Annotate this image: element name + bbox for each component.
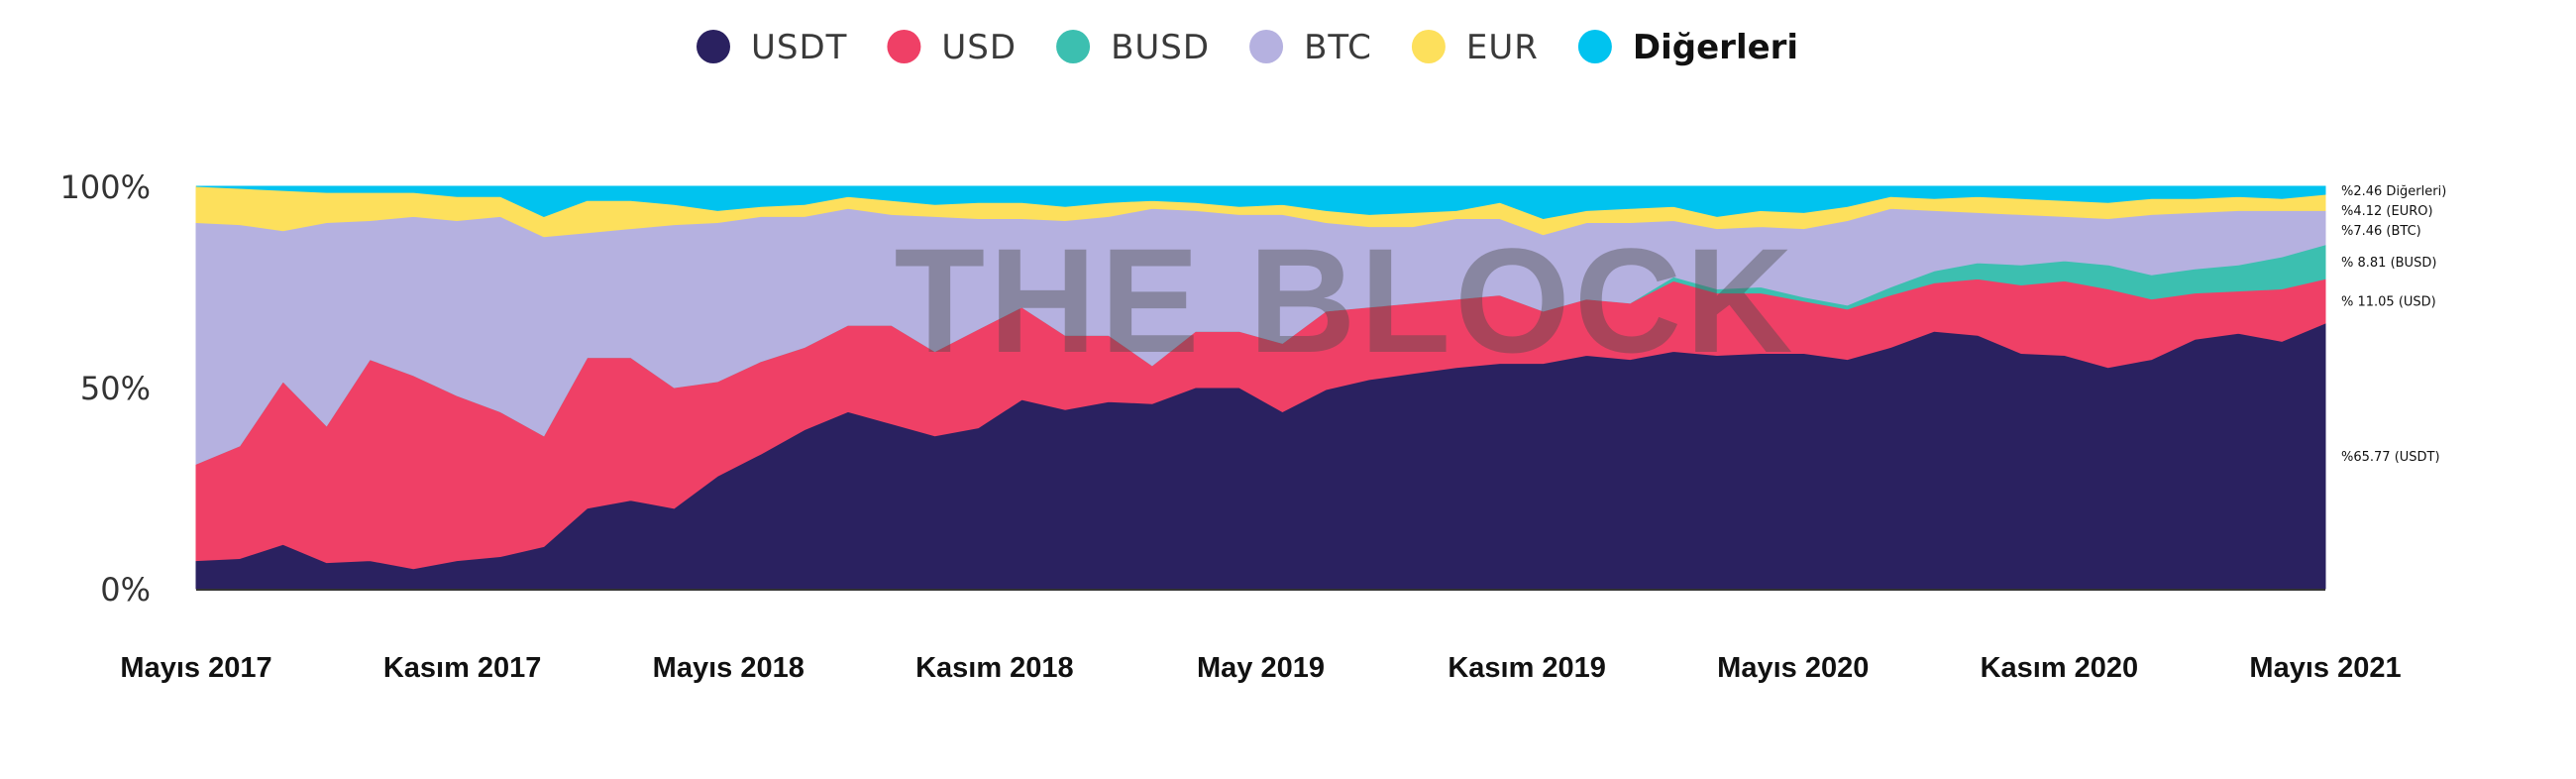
plot-area bbox=[195, 185, 2326, 590]
end-label-usd: % 11.05 (USD) bbox=[2341, 295, 2436, 310]
legend-swatch bbox=[1411, 30, 1446, 63]
legend-label: USDT bbox=[751, 28, 847, 67]
legend-label: EUR bbox=[1466, 28, 1539, 67]
end-label-usdt: %65.77 (USDT) bbox=[2341, 450, 2440, 465]
x-tick-label: Kasım 2018 bbox=[915, 652, 1074, 684]
x-tick-label: Kasım 2017 bbox=[383, 652, 542, 684]
end-label-btc: %7.46 (BTC) bbox=[2341, 224, 2421, 239]
y-axis: 0% 50% 100% bbox=[60, 168, 151, 609]
watermark-text: THE BLOCK bbox=[895, 217, 1797, 384]
legend-label: BUSD bbox=[1111, 28, 1210, 67]
x-tick-label: Mayıs 2021 bbox=[2249, 652, 2401, 684]
x-axis: Mayıs 2017 Kasım 2017 Mayıs 2018 Kasım 2018… bbox=[120, 652, 2401, 684]
legend-item-digerleri: Diğerleri bbox=[1577, 28, 1798, 67]
x-tick-label: Mayıs 2017 bbox=[120, 652, 271, 684]
legend-swatch bbox=[697, 30, 730, 63]
end-label-busd: % 8.81 (BUSD) bbox=[2341, 256, 2436, 271]
legend-label: BTC bbox=[1304, 28, 1372, 67]
legend-item-usd: USD bbox=[887, 28, 1017, 67]
legend-swatch bbox=[887, 30, 921, 63]
x-tick-label: May 2019 bbox=[1197, 652, 1325, 684]
end-labels: %2.46 Diğerleri) %4.12 (EURO) %7.46 (BTC)%… bbox=[2341, 184, 2446, 465]
legend-swatch bbox=[1056, 30, 1091, 63]
legend-item-btc: BTC bbox=[1249, 28, 1372, 67]
x-tick-label: Kasım 2019 bbox=[1448, 652, 1606, 684]
legend-swatch bbox=[1249, 30, 1284, 63]
area-series-digerleri bbox=[195, 185, 2326, 220]
legend-item-usdt: USDT bbox=[697, 28, 847, 67]
x-tick-label: Mayıs 2018 bbox=[653, 652, 805, 684]
legend-swatch bbox=[1577, 30, 1612, 63]
y-tick-label: 0% bbox=[100, 571, 151, 609]
x-tick-label: Kasım 2020 bbox=[1981, 652, 2139, 684]
x-tick-label: Mayıs 2020 bbox=[1717, 652, 1869, 684]
legend-label: Diğerleri bbox=[1633, 28, 1798, 67]
chart-legend: USDT USD BUSD BTC EUR Diğerleri bbox=[697, 28, 1798, 67]
legend-item-busd: BUSD bbox=[1056, 28, 1210, 67]
end-label-digerleri: %2.46 Diğerleri) bbox=[2341, 184, 2446, 199]
y-tick-label: 50% bbox=[80, 370, 151, 407]
end-label-eur: %4.12 (EURO) bbox=[2341, 204, 2433, 219]
legend-item-eur: EUR bbox=[1411, 28, 1539, 67]
y-tick-label: 100% bbox=[60, 168, 151, 206]
legend-label: USD bbox=[941, 28, 1017, 67]
